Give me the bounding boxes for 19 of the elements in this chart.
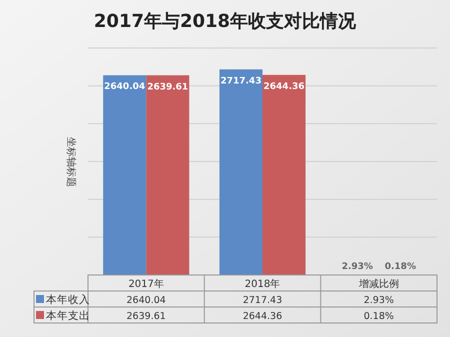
text: 0.18% [384, 262, 416, 272]
data-label: 2644.36 [242, 311, 282, 322]
chart-title: 2017年与2018年收支对比情况 [94, 11, 358, 32]
data-label: 2717.43 [242, 295, 282, 306]
legend-label: 本年支出 [46, 309, 90, 322]
text: 2.93% [342, 262, 373, 272]
data-label: 0.18% [364, 311, 394, 322]
x-tick-label: 2017年 [128, 278, 164, 290]
data-label: 2.93% [364, 295, 394, 306]
x-tick-label: 2018年 [244, 278, 280, 290]
text: 2644.36 [264, 82, 305, 92]
y-axis-title: 坐标轴标题 [65, 137, 77, 187]
text: 2640.04 [104, 82, 146, 92]
data-label: 2639.61 [126, 311, 166, 322]
x-tick-label: 增减比例 [358, 278, 399, 290]
text: 2717.43 [220, 76, 262, 86]
legend-label: 本年收入 [46, 293, 90, 306]
text: 2639.61 [147, 82, 188, 92]
data-label: 2640.04 [126, 295, 166, 306]
